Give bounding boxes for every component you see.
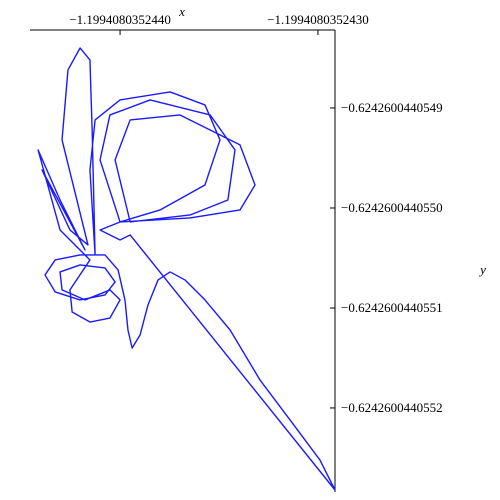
x-axis-label: x [178,4,185,19]
x-tick-label: −1.1994080352440 [69,12,171,27]
curve [37,47,336,491]
y-tick-label: −0.6242600440550 [341,200,443,215]
y-tick-label: −0.6242600440552 [341,400,443,415]
x-tick-label: −1.1994080352430 [267,12,369,27]
y-tick-label: −0.6242600440551 [341,300,443,315]
y-axis-label: y [478,262,486,277]
y-tick-label: −0.6242600440549 [341,100,443,115]
